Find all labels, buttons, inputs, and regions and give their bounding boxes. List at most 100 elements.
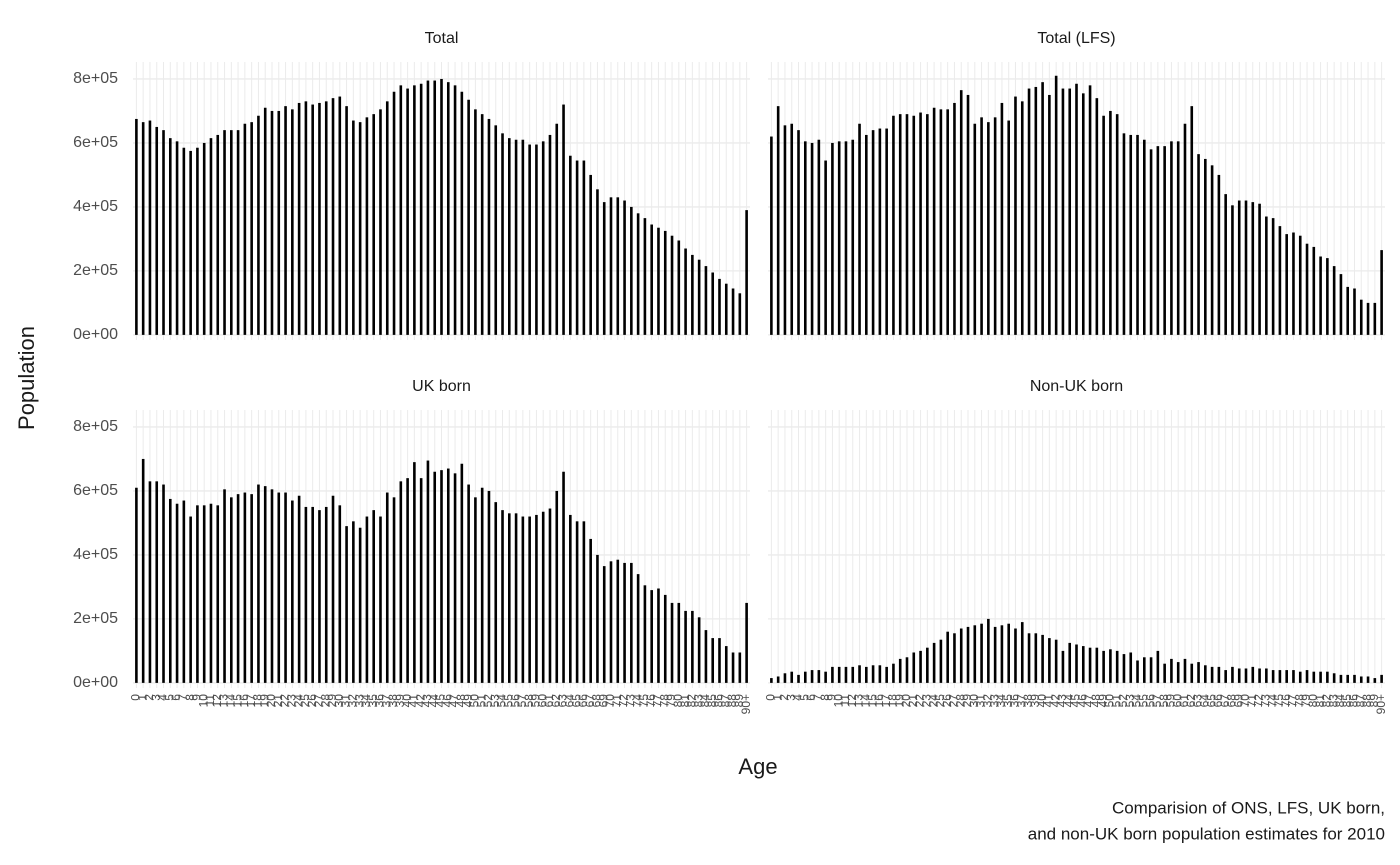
x-tick-label: 59 — [529, 694, 543, 708]
bar — [1190, 106, 1194, 335]
bar — [358, 122, 362, 335]
bar — [1122, 654, 1126, 683]
bar — [175, 503, 179, 683]
bar — [555, 123, 559, 335]
bar — [426, 460, 430, 683]
bar — [1170, 658, 1173, 683]
x-tick-label: 5 — [162, 694, 176, 701]
bar — [365, 117, 369, 335]
bar — [596, 554, 599, 683]
bar — [1034, 86, 1038, 335]
x-tick-label: 1 — [135, 694, 149, 701]
x-tick-label: 17 — [244, 694, 258, 708]
bar — [946, 631, 949, 683]
x-tick-label: 63 — [1191, 694, 1205, 708]
bar — [776, 676, 780, 683]
x-tick-label: 43 — [1055, 694, 1069, 708]
bar — [1244, 668, 1248, 683]
x-tick-label: 33 — [352, 694, 366, 708]
bar — [973, 625, 977, 683]
x-tick-label: 56 — [508, 694, 522, 708]
x-tick-label: 1 — [770, 694, 784, 701]
x-tick-label: 15 — [230, 694, 244, 708]
bar — [1014, 628, 1017, 683]
bar — [926, 114, 929, 335]
x-tick-label: 33 — [987, 694, 1001, 708]
bar — [1265, 216, 1268, 335]
x-tick-label: 47 — [1082, 694, 1096, 708]
x-tick-label: 35 — [1001, 694, 1015, 708]
x-tick-label: 76 — [644, 694, 658, 708]
bar — [1359, 299, 1363, 335]
bar — [480, 487, 484, 683]
x-tick-label: 67 — [583, 694, 597, 708]
x-tick-label: 65 — [1204, 694, 1218, 708]
x-tick-label: 68 — [590, 694, 604, 708]
x-tick-label: 61 — [542, 694, 556, 708]
bar — [790, 123, 794, 335]
bar — [1285, 234, 1288, 335]
bar — [304, 101, 308, 335]
x-tick-label: 4 — [156, 694, 170, 701]
caption: Comparision of ONS, LFS, UK born, — [1112, 798, 1385, 817]
bar — [318, 510, 321, 683]
bar — [311, 506, 314, 683]
bar — [236, 494, 240, 683]
x-tick-label: 58 — [1157, 694, 1171, 708]
x-tick-label: 87 — [1353, 694, 1367, 708]
bar — [1088, 647, 1092, 683]
x-tick-label: 56 — [1143, 694, 1157, 708]
bar — [1305, 670, 1309, 683]
bar — [460, 91, 464, 335]
x-tick-label: 31 — [339, 694, 353, 708]
x-tick-label: 42 — [413, 694, 427, 708]
bar — [1217, 174, 1221, 335]
x-tick-label: 46 — [440, 694, 454, 708]
bar — [1014, 96, 1017, 335]
bar — [352, 120, 355, 335]
bar — [372, 114, 375, 335]
bar — [250, 494, 253, 683]
x-tick-label: 3 — [149, 694, 163, 701]
bar — [745, 210, 748, 335]
x-tick-label: 79 — [664, 694, 678, 708]
bar — [1332, 266, 1336, 335]
bar — [277, 110, 281, 335]
bar — [562, 471, 565, 683]
bar — [236, 130, 240, 335]
x-tick-label: 78 — [657, 694, 671, 708]
y-tick-label: 2e+05 — [73, 610, 118, 627]
x-tick-label: 50 — [1103, 694, 1117, 708]
x-tick-label: 34 — [994, 694, 1008, 708]
bar — [270, 489, 274, 683]
x-tick-label: 2 — [777, 694, 791, 701]
x-tick-label: 55 — [501, 694, 515, 708]
bar — [1136, 660, 1139, 683]
x-tick-label: 7 — [811, 694, 825, 701]
bar — [426, 80, 430, 335]
bar — [535, 144, 538, 335]
x-tick-label: 13 — [852, 694, 866, 708]
bar — [898, 658, 902, 683]
bar — [467, 484, 470, 683]
x-tick-label: 82 — [1320, 694, 1334, 708]
bar — [508, 513, 511, 683]
bar — [711, 272, 715, 335]
bar — [196, 147, 199, 335]
bar — [474, 497, 477, 683]
x-tick-label: 74 — [1265, 694, 1279, 708]
x-tick-label: 29 — [960, 694, 974, 708]
x-tick-label: 30 — [967, 694, 981, 708]
bar — [810, 142, 814, 335]
x-tick-label: 64 — [562, 694, 576, 708]
bar — [1332, 673, 1336, 683]
bar — [1251, 666, 1255, 683]
bar — [858, 665, 861, 683]
bar — [1176, 662, 1180, 683]
bar — [1237, 200, 1241, 335]
bar — [731, 288, 735, 335]
x-tick-label: 88 — [1360, 694, 1374, 708]
y-tick-label: 2e+05 — [73, 262, 118, 279]
bar — [1210, 165, 1214, 335]
bar — [141, 458, 145, 683]
